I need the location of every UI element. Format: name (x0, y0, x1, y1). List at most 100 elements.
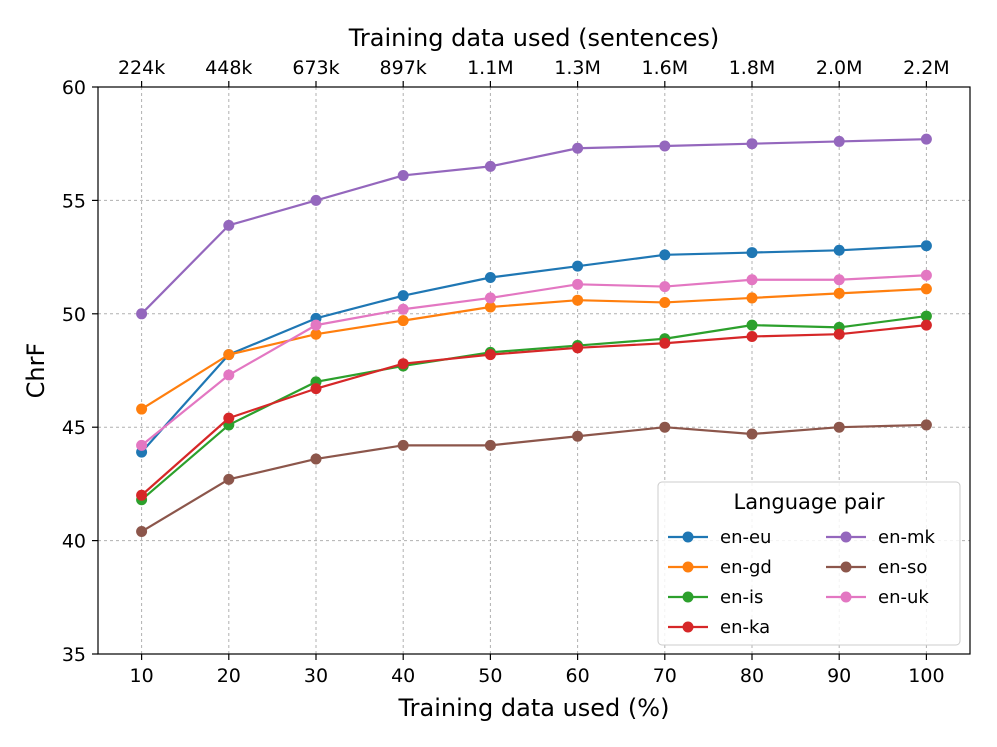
data-point-en-is (746, 319, 758, 331)
series-en-so (136, 419, 932, 538)
y-tick-label: 35 (62, 644, 86, 666)
series-line-en-uk (140, 274, 927, 447)
data-point-en-mk (310, 194, 322, 206)
top-x-tick-label: 1.8M (729, 57, 776, 79)
legend-swatch-marker (840, 591, 852, 603)
data-point-en-gd (484, 301, 496, 313)
data-point-en-so (833, 421, 845, 433)
legend-label: en-gd (720, 557, 772, 578)
x-tick-label: 30 (304, 665, 328, 687)
series-en-mk (136, 133, 932, 320)
data-point-en-gd (659, 296, 671, 308)
data-point-en-ka (659, 337, 671, 349)
data-point-en-mk (397, 169, 409, 181)
y-axis-title: ChrF (22, 343, 50, 399)
x-tick-label: 100 (908, 665, 944, 687)
legend-label: en-eu (720, 527, 771, 548)
data-point-en-mk (484, 160, 496, 172)
data-point-en-so (572, 430, 584, 442)
data-point-en-uk (310, 319, 322, 331)
data-point-en-uk (484, 292, 496, 304)
series-lines (136, 133, 932, 538)
data-point-en-so (223, 473, 235, 485)
data-point-en-mk (136, 308, 148, 320)
data-point-en-so (659, 421, 671, 433)
legend-box (657, 481, 961, 646)
data-point-en-uk (572, 278, 584, 290)
data-point-en-so (397, 439, 409, 451)
data-point-en-so (310, 453, 322, 465)
x-tick-label: 20 (217, 665, 241, 687)
x-tick-label: 70 (653, 665, 677, 687)
top-x-tick-label: 1.3M (554, 57, 601, 79)
data-point-en-eu (920, 240, 932, 252)
legend-swatch-marker (682, 561, 694, 573)
y-tick-label: 40 (62, 531, 86, 553)
top-x-tick-label: 2.0M (816, 57, 863, 79)
legend-item-en-ka: en-ka (668, 617, 770, 638)
x-tick-label: 50 (478, 665, 502, 687)
legend-item-en-so: en-so (826, 557, 927, 578)
data-point-en-gd (920, 283, 932, 295)
data-point-en-so (746, 428, 758, 440)
x-tick-label: 80 (740, 665, 764, 687)
data-point-en-gd (136, 403, 148, 415)
series-en-ka (136, 319, 932, 501)
legend-item-en-gd: en-gd (668, 557, 772, 578)
data-point-en-gd (833, 287, 845, 299)
top-x-tick-label: 2.2M (903, 57, 950, 79)
data-point-en-gd (746, 292, 758, 304)
top-x-tick-label: 448k (205, 57, 252, 79)
top-x-tick-label: 1.1M (467, 57, 514, 79)
plot-area-frame (97, 86, 971, 655)
series-en-gd (136, 283, 932, 415)
data-point-en-so (136, 526, 148, 538)
legend-label: en-uk (878, 587, 929, 608)
data-point-en-ka (572, 342, 584, 354)
x-tick-label: 90 (827, 665, 851, 687)
data-point-en-eu (746, 247, 758, 259)
y-tick-label: 55 (62, 190, 86, 212)
x-tick-label: 40 (391, 665, 415, 687)
data-point-en-eu (659, 249, 671, 261)
legend-items: en-eu en-gd en-is en-ka en-mk en-so en-uk (668, 527, 936, 638)
y-tick-label: 50 (62, 304, 86, 326)
top-x-axis-title: Training data used (sentences) (348, 24, 719, 52)
data-point-en-ka (920, 319, 932, 331)
x-axis-title: Training data used (%) (398, 694, 670, 722)
data-point-en-eu (572, 260, 584, 272)
legend-item-en-eu: en-eu (668, 527, 771, 548)
data-point-en-ka (223, 412, 235, 424)
legend-label: en-is (720, 587, 763, 608)
data-point-en-uk (920, 269, 932, 281)
data-point-en-mk (833, 135, 845, 147)
legend-swatch-marker (682, 531, 694, 543)
legend-item-en-is: en-is (668, 587, 763, 608)
data-point-en-is (920, 310, 932, 322)
data-point-en-ka (746, 330, 758, 342)
data-point-en-uk (659, 281, 671, 293)
data-point-en-mk (659, 140, 671, 152)
legend-label: en-so (878, 557, 927, 578)
series-line-en-so (141, 423, 927, 533)
data-point-en-mk (572, 142, 584, 154)
data-point-en-gd (223, 349, 235, 361)
top-x-tick-label: 673k (292, 57, 339, 79)
top-x-tick-label: 897k (380, 57, 427, 79)
legend-label: en-mk (878, 527, 936, 548)
data-point-en-eu (397, 290, 409, 302)
data-point-en-so (920, 419, 932, 431)
data-point-en-mk (223, 219, 235, 231)
data-point-en-uk (397, 303, 409, 315)
series-line-en-gd (141, 287, 927, 410)
series-line-en-eu (140, 244, 927, 453)
legend-swatch-marker (682, 621, 694, 633)
data-point-en-eu (484, 272, 496, 284)
data-point-en-uk (136, 439, 148, 451)
top-x-tick-label: 1.6M (641, 57, 688, 79)
data-point-en-eu (833, 244, 845, 256)
legend-item-en-mk: en-mk (826, 527, 936, 548)
data-point-en-so (484, 439, 496, 451)
legend: Language pair en-euen-gden-isen-kaen-mke… (657, 481, 961, 646)
